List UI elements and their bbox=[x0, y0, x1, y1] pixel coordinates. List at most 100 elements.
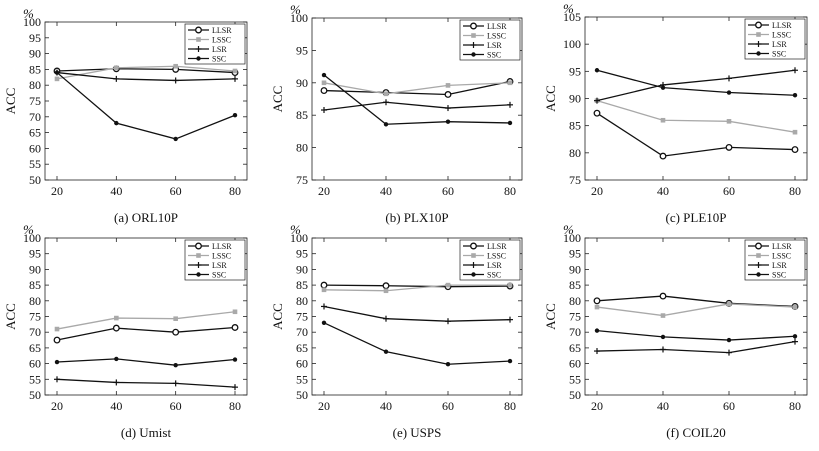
y-axis-label: ACC bbox=[543, 85, 558, 112]
y-tick-label: 60 bbox=[569, 357, 581, 371]
series-line-lsr bbox=[323, 101, 511, 111]
data-point-ssc bbox=[660, 85, 666, 90]
x-tick-label: 80 bbox=[789, 184, 801, 198]
x-tick-label: 60 bbox=[170, 399, 182, 413]
y-unit-label: % bbox=[23, 222, 34, 237]
y-tick-label: 95 bbox=[296, 43, 308, 57]
data-point-llsr bbox=[172, 328, 180, 336]
y-axis-label: ACC bbox=[3, 88, 18, 115]
y-unit-label: % bbox=[290, 2, 301, 17]
series-ssc bbox=[321, 72, 513, 127]
y-tick-label: 70 bbox=[29, 110, 41, 124]
y-tick-label: 80 bbox=[29, 78, 41, 92]
data-point-llsr bbox=[231, 324, 239, 331]
y-tick-label: 100 bbox=[290, 11, 308, 25]
x-tick-label: 80 bbox=[504, 399, 516, 413]
data-point-lssc bbox=[660, 313, 666, 318]
panel-ple10p: 75 80 85 90 95 100 105 20 40 60 80% ACC (c) PLE10P LL… bbox=[543, 1, 808, 225]
data-point-lssc bbox=[114, 315, 119, 321]
data-point-lssc bbox=[383, 91, 389, 97]
y-tick-label: 100 bbox=[23, 231, 41, 245]
y-tick-label: 60 bbox=[29, 141, 41, 155]
data-point-lsr bbox=[507, 316, 513, 323]
legend-label-llsr: LLSR bbox=[772, 242, 792, 251]
legend-label-ssc: SSC bbox=[212, 271, 226, 280]
y-tick-label: 100 bbox=[563, 37, 581, 51]
y-tick-label: 80 bbox=[296, 141, 308, 155]
x-tick-label: 20 bbox=[51, 399, 63, 413]
legend-marker-llsr bbox=[755, 242, 762, 250]
x-tick-label: 40 bbox=[380, 399, 392, 413]
y-unit-label: % bbox=[563, 1, 574, 16]
y-tick-label: 55 bbox=[569, 372, 581, 386]
y-tick-label: 70 bbox=[29, 325, 41, 339]
legend-marker-llsr bbox=[470, 22, 477, 30]
y-tick-label: 80 bbox=[569, 146, 581, 160]
x-tick-label: 80 bbox=[504, 184, 516, 198]
y-tick-label: 90 bbox=[569, 262, 581, 276]
legend-label-llsr: LLSR bbox=[212, 242, 232, 251]
data-point-ssc bbox=[445, 362, 451, 367]
y-tick-label: 65 bbox=[29, 126, 41, 140]
data-point-lssc bbox=[54, 76, 60, 82]
legend-label-lssc: LSSC bbox=[212, 36, 231, 45]
data-point-lsr bbox=[507, 101, 513, 108]
legend-label-lssc: LSSC bbox=[212, 252, 231, 261]
series-lsr bbox=[321, 303, 513, 325]
y-tick-label: 95 bbox=[296, 247, 308, 261]
data-point-ssc bbox=[594, 328, 600, 333]
data-point-ssc bbox=[726, 90, 732, 95]
data-point-lssc bbox=[173, 63, 178, 69]
legend-label-ssc: SSC bbox=[772, 271, 786, 280]
series-line-lssc bbox=[323, 82, 511, 95]
series-lssc bbox=[594, 301, 798, 318]
x-tick-label: 80 bbox=[229, 399, 241, 413]
series-line-lssc bbox=[323, 284, 510, 292]
legend-marker-lssc bbox=[471, 253, 476, 258]
data-point-lssc bbox=[507, 282, 513, 288]
y-tick-label: 55 bbox=[29, 372, 41, 386]
y-tick-label: 90 bbox=[296, 262, 308, 276]
data-point-ssc bbox=[445, 119, 451, 124]
series-ssc bbox=[54, 70, 238, 142]
y-tick-label: 75 bbox=[296, 173, 308, 187]
series-lssc bbox=[321, 80, 513, 97]
y-tick-label: 65 bbox=[29, 341, 41, 355]
y-tick-label: 55 bbox=[29, 157, 41, 171]
data-point-llsr bbox=[320, 87, 328, 95]
series-line-lssc bbox=[596, 100, 796, 133]
series-line-llsr bbox=[323, 80, 511, 96]
x-tick-label: 40 bbox=[110, 399, 122, 413]
legend-label-lsr: LSR bbox=[212, 45, 227, 54]
series-line-llsr bbox=[596, 295, 796, 308]
data-point-lsr bbox=[232, 75, 238, 82]
data-point-lsr bbox=[792, 67, 798, 74]
data-point-ssc bbox=[321, 72, 327, 78]
series-line-lsr bbox=[56, 378, 236, 388]
series-line-llsr bbox=[56, 68, 236, 74]
data-point-ssc bbox=[507, 120, 513, 126]
data-point-lssc bbox=[594, 304, 600, 310]
legend-label-ssc: SSC bbox=[487, 51, 501, 60]
y-tick-label: 85 bbox=[569, 278, 581, 292]
legend-label-llsr: LLSR bbox=[212, 26, 232, 35]
series-line-lssc bbox=[56, 65, 236, 80]
data-point-lssc bbox=[383, 288, 389, 294]
x-tick-label: 20 bbox=[318, 184, 330, 198]
data-point-llsr bbox=[659, 292, 667, 300]
legend-label-llsr: LLSR bbox=[487, 22, 507, 31]
data-point-ssc bbox=[232, 357, 238, 362]
legend-box bbox=[459, 239, 521, 281]
y-tick-label: 100 bbox=[290, 231, 308, 245]
legend-marker-ssc bbox=[196, 56, 201, 61]
data-point-lsr bbox=[172, 380, 179, 387]
x-tick-label: 20 bbox=[51, 184, 63, 198]
data-point-llsr bbox=[659, 152, 667, 160]
data-point-lsr bbox=[54, 376, 60, 383]
legend-label-llsr: LLSR bbox=[487, 242, 507, 251]
